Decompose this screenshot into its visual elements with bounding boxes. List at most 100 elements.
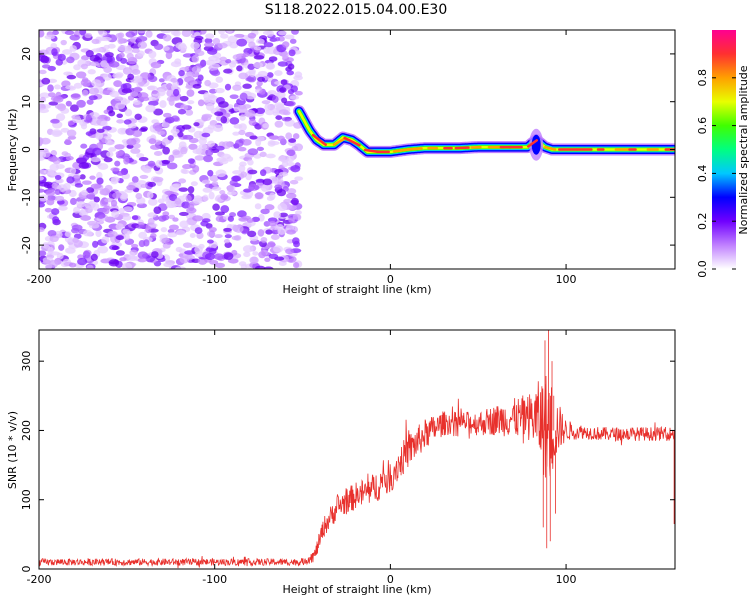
- spectrogram-noise-cell: [112, 73, 119, 79]
- spectrogram-noise-cell: [73, 206, 80, 214]
- snr-ylabel: SNR (10 * v/v): [6, 411, 19, 489]
- spectrogram-noise-cell: [198, 143, 208, 150]
- spectrogram-noise-cell: [278, 109, 289, 115]
- spectrogram-noise-cell: [134, 113, 142, 120]
- spectrogram-noise-cell: [259, 151, 267, 158]
- spectrogram-noise-cell: [253, 46, 262, 51]
- spectrogram-noise-cell: [249, 70, 256, 77]
- spectrogram-noise-cell: [207, 239, 214, 244]
- spectrogram-noise-cell: [288, 138, 297, 143]
- spectrogram-noise-cell: [241, 194, 252, 200]
- spectrogram-noise-cell: [187, 158, 195, 164]
- spectrogram-noise-cell: [162, 146, 170, 155]
- spectrogram-noise-cell: [71, 224, 83, 231]
- colorbar-tick-label: 0.8: [696, 69, 709, 87]
- spectrogram-noise-cell: [68, 262, 77, 268]
- spectrogram-noise-cell: [125, 128, 135, 136]
- spectrogram-noise-cell: [106, 151, 114, 158]
- spectrogram-noise-cell: [101, 236, 110, 244]
- spectrogram-noise-cell: [181, 201, 191, 209]
- spectrogram-noise-cell: [127, 95, 135, 101]
- spectrogram-noise-cell: [51, 48, 58, 56]
- spectrogram-noise-cell: [123, 156, 130, 165]
- spectrogram-noise-cell: [236, 65, 243, 72]
- spectrogram-noise-cell: [214, 145, 225, 151]
- spectrogram-noise-cell: [203, 179, 211, 184]
- spectrogram-noise-cell: [147, 160, 156, 167]
- spectrogram-noise-cell: [96, 128, 105, 133]
- spectrogram-noise-cell: [223, 252, 234, 261]
- spectrogram-noise-cell: [167, 203, 177, 208]
- spectrogram-noise-cell: [248, 183, 255, 191]
- spectrogram-noise-cell: [57, 53, 66, 62]
- spectrogram-noise-cell: [242, 83, 252, 89]
- spectrogram-noise-cell: [267, 220, 277, 227]
- spectrogram-noise-cell: [109, 90, 120, 98]
- spectrogram-noise-cell: [51, 129, 63, 138]
- spectrogram-noise-cell: [161, 138, 170, 146]
- spectrogram-xlabel: Height of straight line (km): [282, 283, 431, 296]
- spectrogram-noise-cell: [153, 151, 163, 157]
- spectrogram-noise-cell: [65, 100, 72, 107]
- spectrogram-noise-cell: [251, 216, 260, 222]
- spectrogram-noise-cell: [218, 101, 229, 108]
- spectrogram-noise-cell: [137, 41, 148, 49]
- spectrogram-noise-cell: [86, 99, 94, 105]
- spectrogram-noise-cell: [70, 197, 77, 205]
- spectrogram-noise-cell: [153, 108, 164, 116]
- spectrogram-noise-cell: [145, 225, 152, 234]
- spectrogram-noise-cell: [122, 229, 131, 235]
- spectrogram-noise-cell: [122, 67, 133, 75]
- spectrogram-noise-cell: [166, 82, 173, 91]
- spectrogram-noise-cell: [147, 212, 157, 218]
- spectrogram-noise-cell: [62, 183, 71, 191]
- snr-ytick-label: 0: [20, 566, 33, 573]
- spectrogram-noise-cell: [204, 183, 214, 188]
- spectrogram-noise-cell: [223, 239, 230, 244]
- spectrogram-noise-cell: [259, 89, 266, 95]
- spectrogram-noise-cell: [52, 30, 59, 36]
- spectrogram-noise-cell: [112, 192, 123, 199]
- spectrogram-noise-cell: [264, 103, 271, 112]
- spectrogram-noise-cell: [160, 30, 172, 34]
- spectrogram-noise-cell: [267, 241, 276, 248]
- spectrogram-noise-cell: [208, 248, 217, 255]
- spectrogram-noise-cell: [207, 124, 215, 130]
- spectrogram-noise-cell: [114, 96, 124, 102]
- spectrogram-marks: [39, 30, 675, 269]
- spectrogram-noise-cell: [294, 176, 304, 181]
- spectrogram-noise-cell: [78, 162, 90, 169]
- spectrogram-noise-cell: [100, 120, 108, 127]
- spectrogram-noise-cell: [129, 91, 139, 97]
- spectrogram-noise-cell: [254, 265, 266, 269]
- spectrogram-noise-cell: [52, 216, 60, 224]
- spectrogram-noise-cell: [86, 264, 94, 269]
- spectrogram-ytick-label: -20: [20, 236, 33, 254]
- spectrogram-noise-cell: [185, 194, 192, 202]
- spectrogram-noise-cell: [173, 88, 180, 97]
- spectrogram-noise-cell: [87, 192, 96, 201]
- spectrogram-noise-cell: [209, 259, 219, 265]
- spectrogram-noise-cell: [247, 159, 254, 166]
- spectrogram-noise-cell: [70, 93, 81, 100]
- spectrogram-noise-cell: [90, 183, 102, 189]
- spectrogram-noise-cell: [79, 30, 87, 36]
- spectrogram-noise-cell: [232, 224, 239, 232]
- spectrogram-noise-cell: [184, 250, 195, 255]
- spectrogram-noise-cell: [211, 181, 219, 187]
- spectrogram-noise-cell: [81, 180, 92, 185]
- spectrogram-noise-cell: [275, 91, 286, 99]
- spectrogram-noise-cell: [256, 146, 265, 151]
- spectrogram-noise-cell: [74, 183, 83, 188]
- spectrogram-noise-cell: [115, 235, 125, 241]
- spectrogram-noise-cell: [239, 161, 247, 167]
- spectrogram-peak-segment: [406, 147, 423, 151]
- spectrogram-xtick-label: -200: [27, 273, 52, 286]
- spectrogram-noise-cell: [91, 79, 102, 88]
- spectrogram-noise-cell: [162, 112, 172, 118]
- spectrogram-noise-cell: [287, 88, 295, 95]
- colorbar: 0.0 0.2 0.4 0.6 0.8 Normalized spectral ampl…: [696, 30, 750, 278]
- spectrogram-noise-cell: [78, 210, 87, 216]
- spectrogram-noise-cell: [168, 98, 175, 106]
- spectrogram-noise-cell: [203, 42, 215, 48]
